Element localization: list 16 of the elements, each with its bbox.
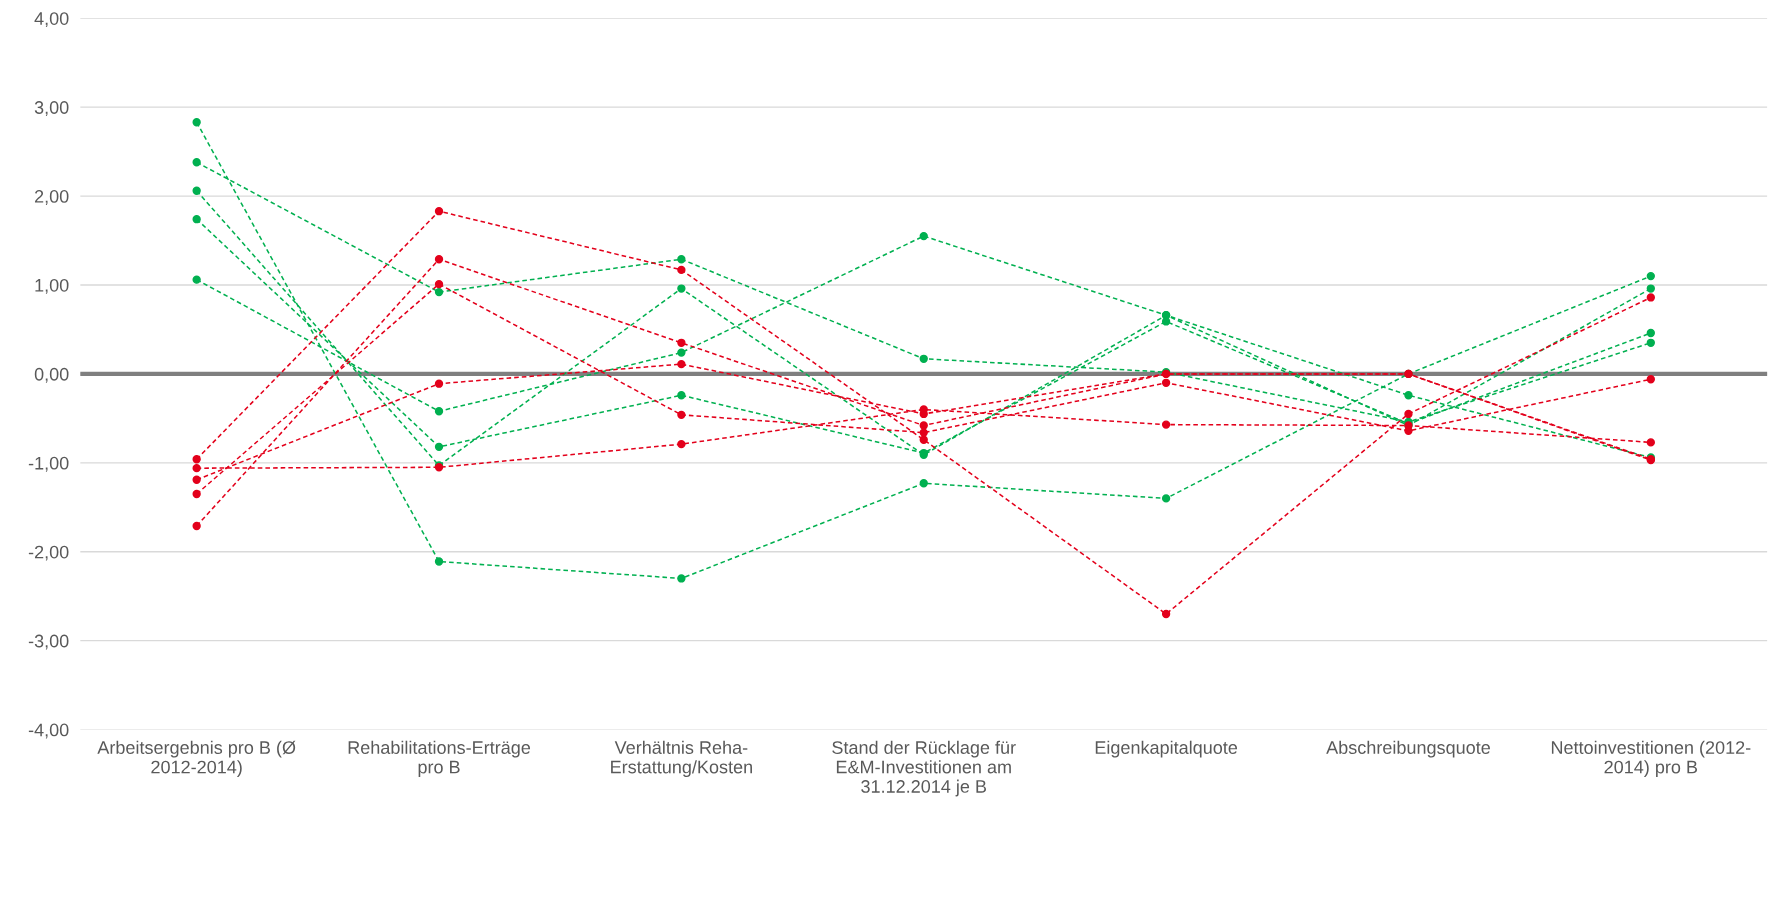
y-tick-label: -1,00 (28, 456, 69, 472)
x-tick-label: Stand der Rücklage für E&M-Investitionen am 31.12.2014 je B (832, 740, 1016, 797)
y-tick-label: 1,00 (35, 278, 69, 294)
y-tick-label: 3,00 (34, 101, 69, 117)
x-tick-label: Verhältnis Reha- Erstattung/Kosten (611, 740, 752, 777)
x-tick-label: Eigenkapitalquote (1095, 740, 1238, 758)
x-tick-label: Arbeitsergebnis pro B (Ø 2012-2014) (97, 740, 296, 777)
y-tick-label: -4,00 (28, 723, 69, 739)
y-tick-label: 0,00 (34, 367, 69, 383)
y-tick-label: 2,00 (34, 190, 69, 205)
x-tick-label: Nettoinvestitionen (2012- 2014) pro B (1551, 740, 1751, 777)
x-tick-label: Abschreibungsquote (1326, 740, 1490, 758)
y-tick-label: -2,00 (28, 545, 69, 561)
x-tick-label: Rehabilitations-Erträge pro B (348, 740, 531, 777)
y-tick-label: -3,00 (28, 634, 69, 650)
y-tick-label: 4,00 (34, 12, 69, 28)
